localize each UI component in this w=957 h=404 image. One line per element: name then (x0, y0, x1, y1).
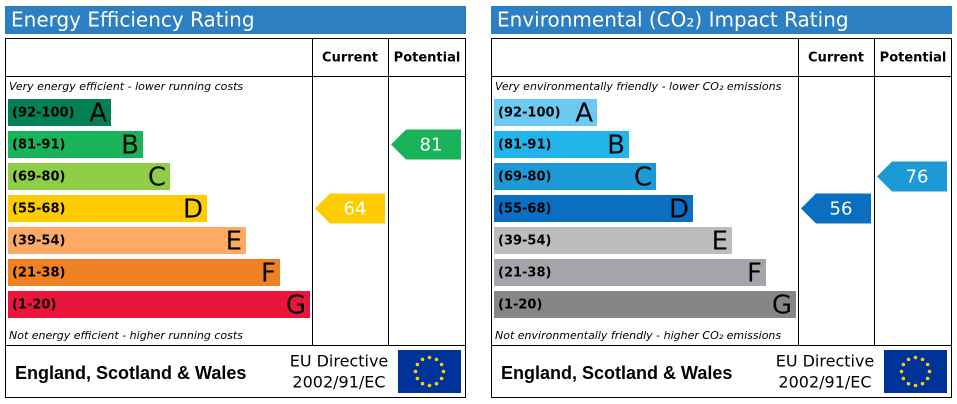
directive-code: 2002/91/EC (292, 373, 385, 392)
region: England, Scotland & Wales (15, 363, 246, 383)
eu-star (420, 381, 425, 386)
rating-value: 64 (344, 199, 367, 220)
eu-star (439, 376, 444, 381)
band-letter: E (712, 227, 728, 257)
eu-star (427, 383, 432, 388)
band-letter: B (121, 131, 139, 161)
directive-code: 2002/91/EC (778, 373, 871, 392)
eu-star (920, 381, 925, 386)
rating-arrow (391, 129, 461, 160)
band-range: (92-100) (498, 106, 561, 121)
eu-star (901, 376, 906, 381)
eu-star (901, 362, 906, 367)
band-letter: A (89, 99, 107, 129)
note: Very energy efficient - lower running co… (9, 80, 243, 93)
eu-star (434, 357, 439, 362)
band-letter: G (286, 291, 306, 321)
band-bar (494, 99, 597, 126)
eu-star (439, 362, 444, 367)
band-bar (494, 227, 732, 254)
note: Not environmentally friendly - higher CO… (495, 329, 781, 342)
eu-star (906, 381, 911, 386)
band-bar (494, 163, 656, 190)
band-range: (55-68) (12, 202, 65, 217)
band-bar (8, 227, 246, 254)
band-letter: G (772, 291, 792, 321)
band-letter: F (747, 259, 762, 289)
band-bar (8, 163, 170, 190)
band-bar (494, 291, 796, 318)
band-letter: C (634, 163, 652, 193)
rating-arrow (801, 193, 871, 224)
column-header: Potential (394, 51, 461, 66)
title-bar (491, 6, 952, 34)
band-range: (21-38) (498, 266, 551, 281)
eu-star (441, 369, 446, 374)
eu-star (927, 369, 932, 374)
rating-arrow (315, 193, 385, 224)
band-bar (8, 195, 207, 222)
band-bar (8, 131, 143, 158)
rating-value: 81 (420, 135, 443, 156)
band-range: (92-100) (12, 106, 75, 121)
band-bar (494, 131, 629, 158)
band-bar (8, 291, 310, 318)
band-range: (1-20) (498, 298, 542, 313)
eu-star (415, 376, 420, 381)
directive: EU Directive (290, 352, 389, 371)
eu-star (925, 362, 930, 367)
band-range: (69-80) (12, 170, 65, 185)
eu-star (920, 357, 925, 362)
band-letter: D (183, 195, 203, 225)
band-range: (39-54) (12, 234, 65, 249)
band-bar (8, 259, 280, 286)
rating-value: 56 (830, 199, 853, 220)
band-bar (8, 99, 111, 126)
frame (491, 38, 952, 398)
eu-star (925, 376, 930, 381)
band-range: (55-68) (498, 202, 551, 217)
band-letter: F (261, 259, 276, 289)
eu-star (427, 355, 432, 360)
eu-star (420, 357, 425, 362)
band-range: (21-38) (12, 266, 65, 281)
frame (5, 38, 466, 398)
band-range: (81-91) (12, 138, 65, 153)
title-bar (5, 6, 466, 34)
column-header: Current (322, 51, 378, 66)
band-bar (494, 195, 693, 222)
eu-star (415, 362, 420, 367)
rating-panel: Environmental (CO₂) Impact Rating Current… (491, 6, 952, 398)
band-range: (69-80) (498, 170, 551, 185)
band-letter: B (607, 131, 625, 161)
title: Energy Efficiency Rating (11, 8, 255, 32)
column-header: Potential (880, 51, 947, 66)
band-range: (1-20) (12, 298, 56, 313)
eu-star (899, 369, 904, 374)
band-range: (39-54) (498, 234, 551, 249)
band-range: (81-91) (498, 138, 551, 153)
title: Environmental (CO₂) Impact Rating (497, 8, 849, 32)
band-letter: E (226, 227, 242, 257)
rating-panel: Energy Efficiency Rating Current Potential… (5, 6, 466, 398)
directive: EU Directive (776, 352, 875, 371)
region: England, Scotland & Wales (501, 363, 732, 383)
eu-star (913, 383, 918, 388)
eu-star (913, 355, 918, 360)
note: Very environmentally friendly - lower CO… (495, 80, 782, 93)
band-bar (494, 259, 766, 286)
band-letter: A (575, 99, 593, 129)
eu-star (413, 369, 418, 374)
eu-star (434, 381, 439, 386)
column-header: Current (808, 51, 864, 66)
eu-star (906, 357, 911, 362)
band-letter: C (148, 163, 166, 193)
band-letter: D (669, 195, 689, 225)
rating-value: 76 (906, 167, 929, 188)
rating-arrow (877, 161, 947, 192)
note: Not energy efficient - higher running co… (9, 329, 243, 342)
